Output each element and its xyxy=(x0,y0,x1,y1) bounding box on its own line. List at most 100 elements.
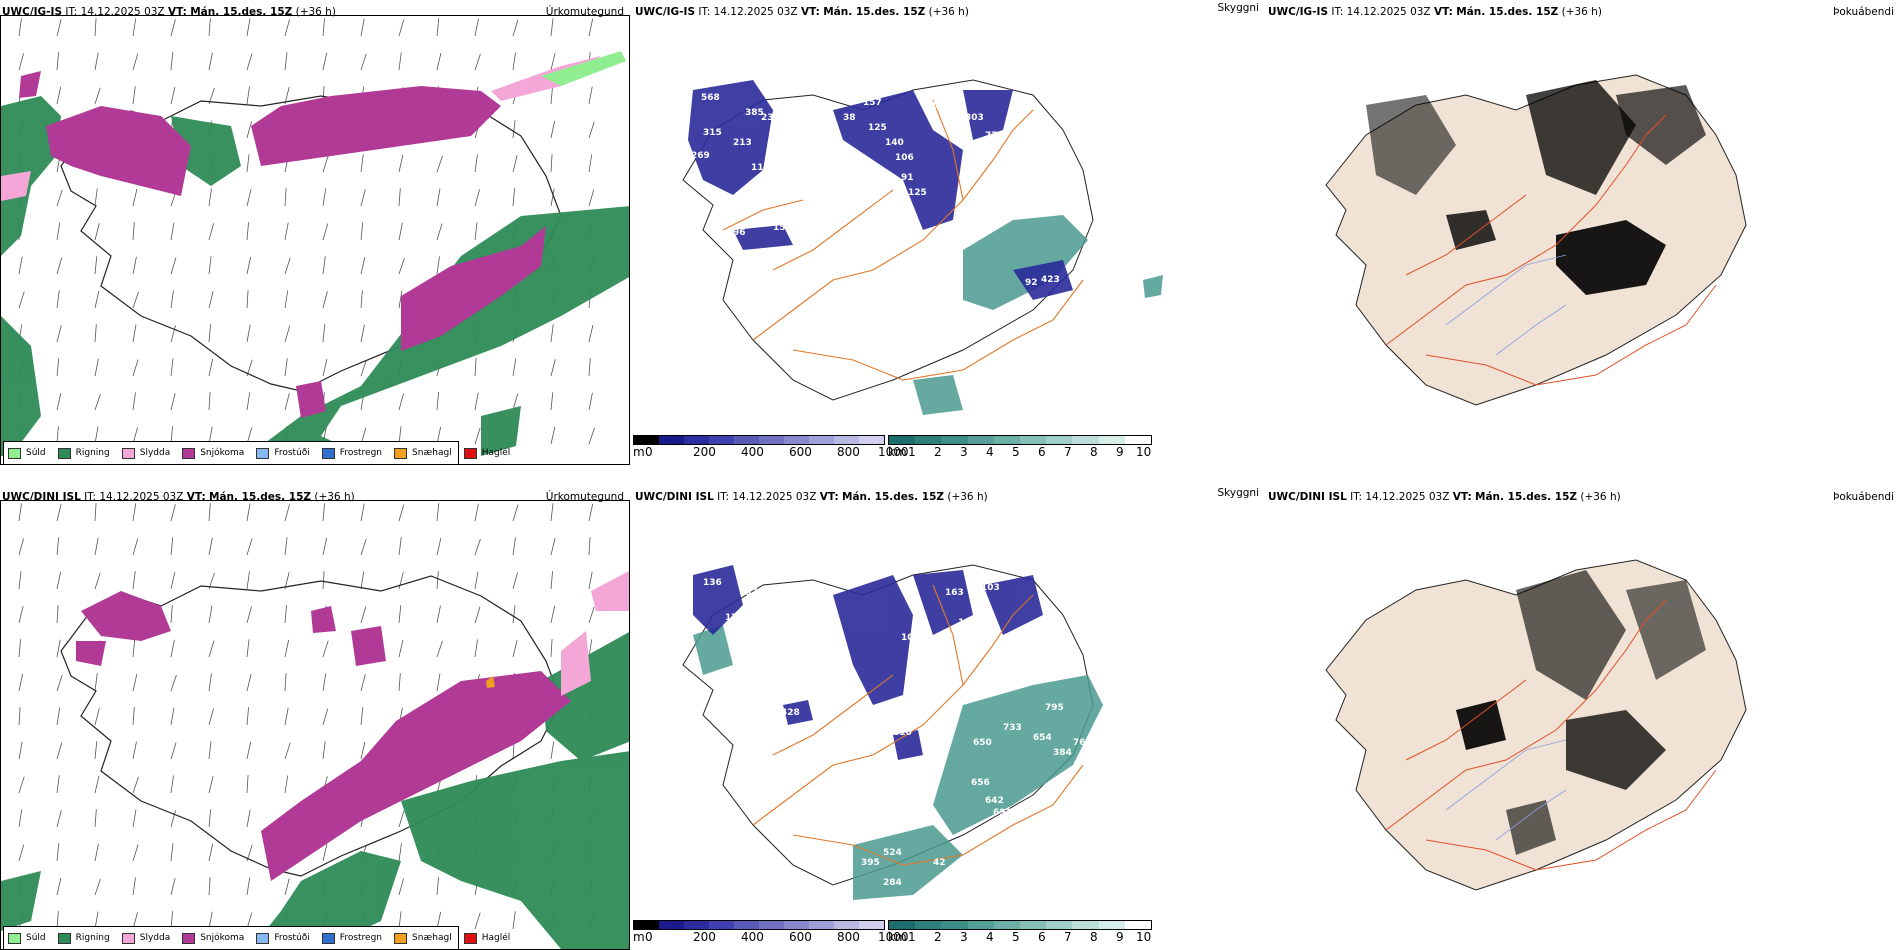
wind-barb xyxy=(94,503,97,522)
colorbar-step xyxy=(659,436,684,444)
wind-barb xyxy=(360,290,363,309)
colorbar-step xyxy=(809,921,834,929)
colorbar-tick: 8 xyxy=(1090,930,1098,944)
wind-barb xyxy=(588,427,595,445)
wind-barb xyxy=(512,504,519,522)
wind-barb xyxy=(360,18,365,37)
wind-barb xyxy=(246,707,249,726)
wind-barb xyxy=(550,324,554,343)
cloud-base-colorbar-fill xyxy=(633,920,885,930)
wind-barb xyxy=(322,155,329,173)
colorbar-tick: 400 xyxy=(741,445,764,459)
cloud-base-label: 120 xyxy=(1011,133,1030,143)
wind-barb xyxy=(284,19,290,37)
wind-barb xyxy=(94,741,98,760)
wind-barb xyxy=(170,843,174,862)
cloud-base-label: 21 xyxy=(1131,253,1144,263)
wind-barb xyxy=(284,222,289,241)
wind-barb xyxy=(588,324,594,343)
cloud-base-label: 142 xyxy=(958,618,977,628)
wind-barb xyxy=(246,503,251,522)
iceland-outline xyxy=(60,575,562,877)
wind-barb xyxy=(322,256,326,275)
colorbar-step xyxy=(941,436,968,444)
wind-barb xyxy=(18,291,25,309)
wind-barb xyxy=(208,256,212,275)
colorbar-tick: 7 xyxy=(1064,445,1072,459)
wind-barb xyxy=(208,18,211,37)
legend-item-snjokoma: Snjókoma xyxy=(182,932,244,944)
wind-barb xyxy=(208,741,212,760)
colorbar-step xyxy=(915,921,942,929)
colorbar-step xyxy=(684,436,709,444)
wind-barb xyxy=(360,359,367,377)
colorbar-step xyxy=(684,921,709,929)
legend-swatch xyxy=(321,932,335,944)
legend-swatch xyxy=(8,447,21,459)
wind-barb xyxy=(246,538,253,556)
colorbar-step xyxy=(834,921,859,929)
legend-item-sild: Súld xyxy=(8,932,46,944)
wind-barb xyxy=(284,639,290,658)
visibility-unit: km xyxy=(888,930,907,944)
legend-swatch xyxy=(321,447,335,459)
wind-barb xyxy=(132,291,139,309)
cloud-base-label: 91 xyxy=(901,173,914,183)
wind-barb xyxy=(56,325,62,343)
cloud-base-label: 423 xyxy=(1041,275,1060,285)
wind-barb xyxy=(360,222,364,241)
wind-barb xyxy=(18,503,22,522)
wind-barb xyxy=(284,358,288,377)
wind-barb xyxy=(94,256,98,275)
visibility-area xyxy=(693,625,1103,900)
panel-title: Skyggni xyxy=(1217,487,1260,499)
rivers xyxy=(1445,739,1567,841)
cloud-base-label: 77 xyxy=(871,713,884,723)
sleet-area xyxy=(561,571,629,696)
wind-barb xyxy=(132,392,136,411)
cloud-base-label: 428 xyxy=(781,708,800,718)
wind-barb xyxy=(132,53,139,71)
colorbar-tick: 9 xyxy=(1116,445,1124,459)
precip-type-legend: Súld Rigning Slydda Snjókoma Frostúði Fr… xyxy=(3,926,510,950)
colorbar-tick: 800 xyxy=(837,445,860,459)
wind-barb xyxy=(588,537,591,556)
wind-barb xyxy=(360,606,367,624)
cloud-base-area xyxy=(688,80,1073,300)
precip-map xyxy=(1,18,629,464)
cloud-base-label: 153 xyxy=(773,223,792,233)
precip-panel-top: UWC/IG-IS IT: 14.12.2025 03Z VT: Mán. 15… xyxy=(0,0,630,465)
cloud-base-label: 188 xyxy=(769,153,788,163)
wind-barb xyxy=(208,640,215,658)
wind-barb xyxy=(170,52,174,71)
cloud-base-label: 163 xyxy=(945,588,964,598)
road-network xyxy=(1385,599,1717,871)
colorbar-step xyxy=(967,921,994,929)
wind-barb xyxy=(436,673,441,692)
wind-barb xyxy=(132,324,137,343)
wind-barb xyxy=(474,427,481,445)
wind-barb xyxy=(246,154,250,173)
wind-barb xyxy=(56,290,60,309)
legend-item-frostregn: Frostregn xyxy=(321,932,382,944)
cloud-base-label: 384 xyxy=(1053,748,1072,758)
legend-item-slydda: Slydda xyxy=(121,932,170,944)
wind-barb xyxy=(398,504,405,522)
colorbar-tick: 200 xyxy=(693,445,716,459)
iceland-land xyxy=(1325,559,1747,891)
cloud-base-label: 385 xyxy=(745,108,764,118)
rain-area xyxy=(1,632,629,949)
cloud-base-label: 524 xyxy=(883,848,902,858)
wind-barb xyxy=(18,844,25,862)
wind-barb xyxy=(170,290,174,309)
wind-barb xyxy=(246,392,251,411)
wind-barb xyxy=(512,120,516,139)
wind-barb xyxy=(322,223,329,241)
wind-barb xyxy=(284,673,287,692)
legend-swatch xyxy=(121,932,135,944)
wind-barb xyxy=(246,256,252,275)
wind-barb xyxy=(322,291,328,309)
colorbar-tick: 6 xyxy=(1038,930,1046,944)
colorbar-step xyxy=(1046,921,1073,929)
